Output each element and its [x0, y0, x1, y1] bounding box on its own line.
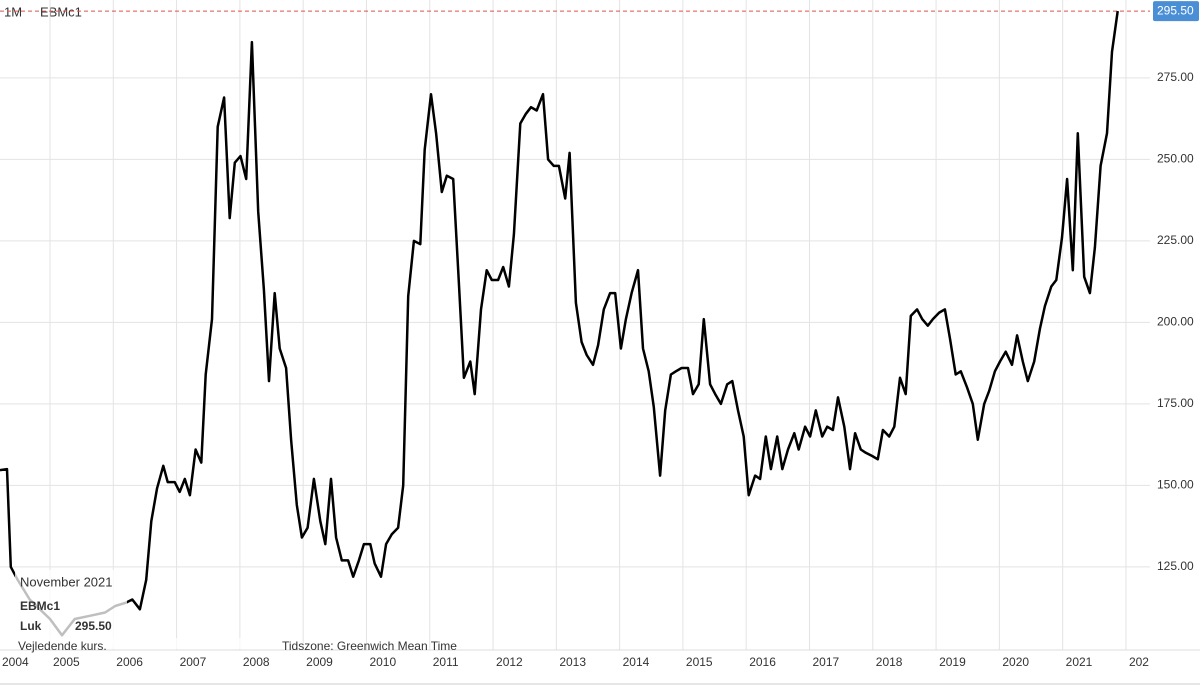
y-tick-label: 200.00 — [1157, 315, 1194, 329]
x-tick-label: 2017 — [812, 655, 839, 669]
footer-shade — [15, 638, 265, 649]
tooltip-box — [15, 570, 127, 645]
y-tick-label: 275.00 — [1157, 70, 1194, 84]
x-tick-label: 2019 — [939, 655, 966, 669]
x-tick-label: 2021 — [1066, 655, 1093, 669]
y-tick-label: 225.00 — [1157, 233, 1194, 247]
x-tick-label: 2015 — [686, 655, 713, 669]
tooltip-date: November 2021 — [20, 574, 113, 589]
footer-timezone: Tidszone: Greenwich Mean Time — [282, 639, 457, 653]
x-tick-label: 2009 — [306, 655, 333, 669]
current-price-label: 295.50 — [1157, 3, 1194, 17]
current-price-box — [1153, 1, 1199, 22]
x-tick-label: 2013 — [559, 655, 586, 669]
tooltip-symbol: EBMc1 — [20, 599, 60, 613]
price-line — [0, 10, 1119, 637]
y-tick-label: 175.00 — [1157, 396, 1194, 410]
x-tick-label: 2012 — [496, 655, 523, 669]
x-tick-label: 2011 — [433, 655, 459, 669]
footer-note: Vejledende kurs. — [18, 639, 107, 653]
tooltip-field: Luk — [20, 619, 42, 633]
x-tick-label: 202 — [1129, 655, 1149, 669]
x-tick-label: 2014 — [623, 655, 650, 669]
x-tick-label: 2010 — [369, 655, 396, 669]
x-tick-label: 2008 — [243, 655, 270, 669]
tooltip-value: 295.50 — [75, 619, 112, 633]
y-tick-label: 250.00 — [1157, 152, 1194, 166]
x-tick-label: 2018 — [876, 655, 903, 669]
x-tick-label: 2020 — [1002, 655, 1029, 669]
x-tick-label: 2005 — [53, 655, 80, 669]
symbol-label: EBMc1 — [40, 4, 82, 19]
x-tick-label: 2016 — [749, 655, 776, 669]
x-tick-label: 2007 — [180, 655, 207, 669]
x-tick-label: 2004 — [2, 655, 29, 669]
y-tick-label: 125.00 — [1157, 559, 1194, 573]
x-tick-label: 2006 — [116, 655, 143, 669]
y-tick-label: 150.00 — [1157, 478, 1194, 492]
interval-label: 1M — [4, 4, 22, 19]
